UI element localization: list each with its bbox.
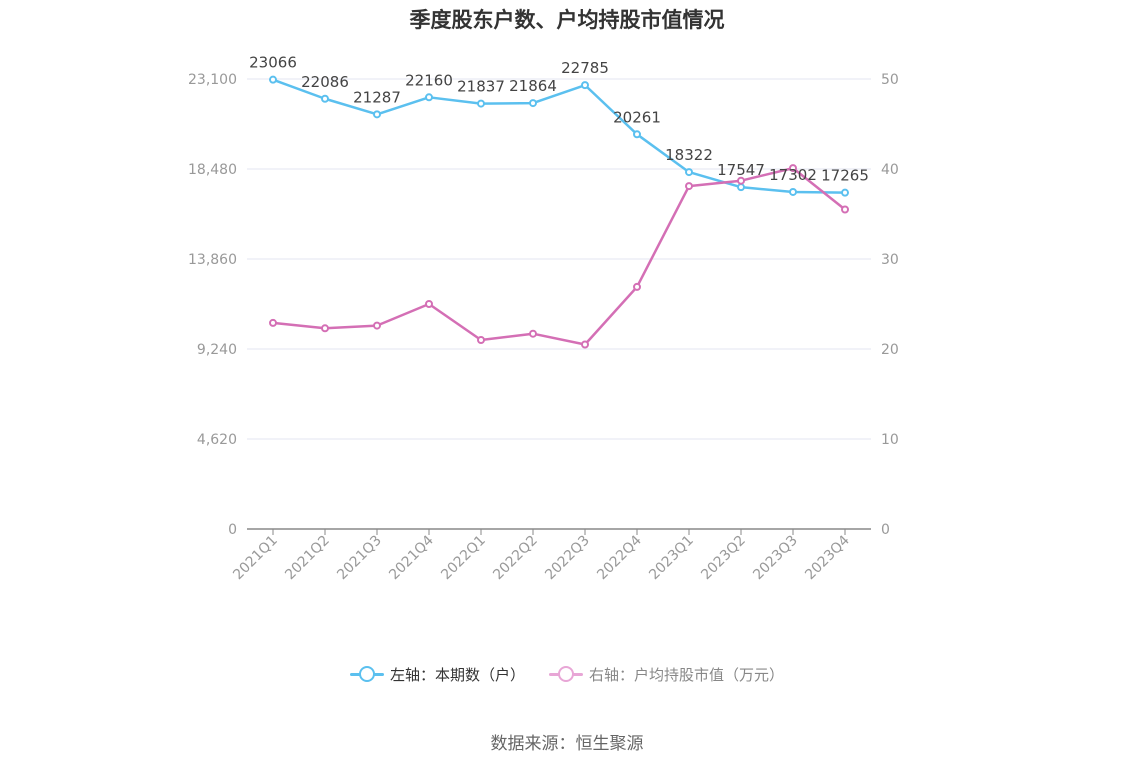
data-label: 21287 [353, 88, 401, 106]
x-axis-tick-label: 2022Q3 [542, 533, 593, 584]
data-point [581, 81, 589, 90]
data-point [633, 282, 641, 291]
legend-item-avg-value[interactable]: 右轴：户均持股市值（万元） [549, 664, 784, 685]
source-note: 数据来源：恒生聚源 [490, 734, 644, 754]
data-point [321, 94, 329, 103]
chart-title: 季度股东户数、户均持股市值情况 [409, 8, 725, 32]
data-point [529, 329, 537, 338]
data-label: 21864 [509, 77, 557, 95]
data-point [321, 324, 329, 333]
tick-labels: 0 0 4,620 10 9,240 20 13,860 30 18,480 40 23,100 50… [188, 72, 899, 583]
left-axis-tick-label: 4,620 [197, 432, 237, 448]
data-point [269, 318, 277, 327]
right-axis-tick-label: 30 [881, 252, 899, 268]
x-axis-tick-label: 2023Q3 [750, 533, 801, 584]
data-point [477, 336, 485, 344]
data-label: 22785 [561, 59, 609, 77]
data-label: 17547 [717, 161, 765, 179]
series-line-1 [272, 166, 846, 346]
data-label: 20261 [613, 108, 661, 126]
x-axis-tick-label: 2023Q2 [698, 533, 749, 584]
x-axis-tick-label: 2021Q3 [334, 533, 385, 584]
data-point [373, 321, 381, 330]
axes [247, 528, 871, 535]
x-axis-tick-label: 2022Q2 [490, 533, 541, 584]
data-point [737, 183, 745, 192]
data-point [425, 300, 433, 308]
data-label: 17302 [769, 166, 817, 184]
data-point [477, 99, 485, 108]
data-label: 22160 [405, 71, 453, 89]
data-point [373, 110, 381, 119]
data-point [737, 176, 745, 185]
right-axis-tick-label: 0 [881, 522, 890, 538]
left-axis-tick-label: 18,480 [188, 162, 237, 178]
data-point [269, 75, 277, 84]
data-label: 18322 [665, 146, 713, 164]
data-point [581, 340, 589, 349]
legend-item-households[interactable]: 左轴：本期数（户） [349, 664, 525, 685]
left-axis-tick-label: 9,240 [197, 342, 237, 358]
data-point [841, 205, 849, 214]
series-lines [269, 75, 849, 349]
legend: 左轴：本期数（户） 右轴：户均持股市值（万元） [0, 664, 1134, 685]
legend-line-icon [349, 666, 384, 682]
data-point [841, 188, 849, 197]
data-label: 17265 [821, 167, 869, 185]
data-label: 22086 [301, 73, 349, 91]
legend-label-avg-value: 右轴：户均持股市值（万元） [589, 666, 785, 684]
grid-lines [247, 78, 871, 440]
data-point [529, 99, 537, 108]
left-axis-tick-label: 23,100 [188, 72, 237, 88]
legend-circle-icon [358, 666, 375, 682]
data-label: 23066 [249, 54, 297, 72]
left-axis-tick-label: 0 [228, 522, 237, 538]
data-point [685, 182, 693, 191]
x-axis-tick-label: 2022Q1 [438, 533, 489, 584]
data-point [789, 164, 797, 173]
right-axis-tick-label: 10 [881, 432, 899, 448]
data-point [789, 187, 797, 196]
data-point [633, 130, 641, 139]
data-label: 21837 [457, 78, 505, 96]
legend-line-icon [549, 666, 583, 682]
left-axis-tick-label: 13,860 [188, 252, 237, 268]
x-axis-tick-label: 2021Q1 [230, 533, 281, 584]
right-axis-tick-label: 50 [881, 72, 899, 88]
data-point [425, 93, 433, 102]
legend-circle-icon [558, 666, 574, 682]
x-axis-tick-label: 2022Q4 [594, 532, 645, 583]
x-axis-tick-label: 2021Q2 [282, 533, 333, 584]
right-axis-tick-label: 20 [881, 342, 899, 358]
data-point [685, 168, 693, 177]
x-axis-tick-label: 2021Q4 [386, 532, 437, 583]
legend-label-households: 左轴：本期数（户） [389, 666, 525, 684]
x-axis-tick-label: 2023Q1 [646, 533, 697, 584]
series-line-0 [272, 78, 846, 194]
x-axis-tick-label: 2023Q4 [802, 532, 853, 583]
right-axis-tick-label: 40 [881, 162, 899, 178]
